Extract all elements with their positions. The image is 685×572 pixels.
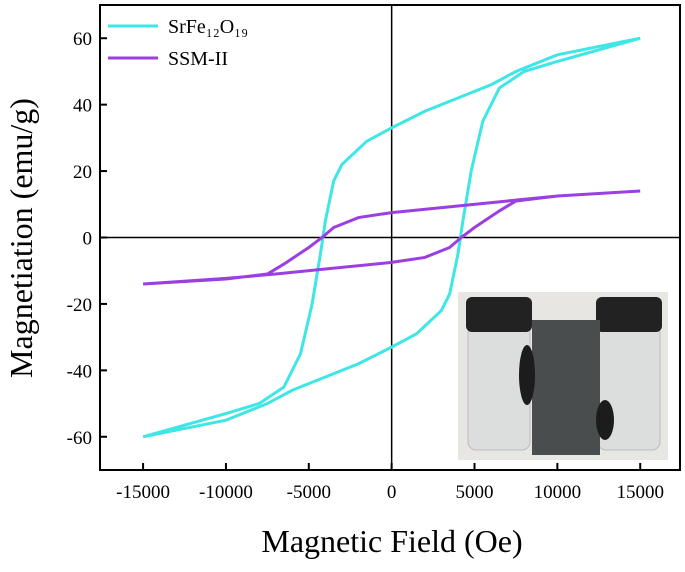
data-line [142,189,641,286]
y-tick-label: -40 [67,361,92,382]
inset-photo [458,292,668,460]
legend-label: SSM-II [168,48,228,70]
y-tick-label: 0 [83,229,93,250]
x-tick-label: -15000 [116,482,170,503]
x-tick-label: 5000 [456,482,494,503]
x-axis-title: Magnetic Field (Oe) [261,523,522,559]
x-tick-label: -10000 [199,482,253,503]
x-tick-label: 0 [387,482,397,503]
x-tick-label: -5000 [287,482,331,503]
y-tick-label: -60 [67,428,92,449]
x-tick-label: 15000 [616,482,664,503]
x-tick-label: 10000 [534,482,582,503]
y-tick-label: -20 [67,295,92,316]
y-tick-label: 60 [73,29,92,50]
y-tick-label: 40 [73,96,92,117]
y-axis-title: Magnetiation (emu/g) [3,98,39,378]
legend-label: SrFe₁₂O₁₉ [168,16,248,38]
y-tick-label: 20 [73,162,92,183]
